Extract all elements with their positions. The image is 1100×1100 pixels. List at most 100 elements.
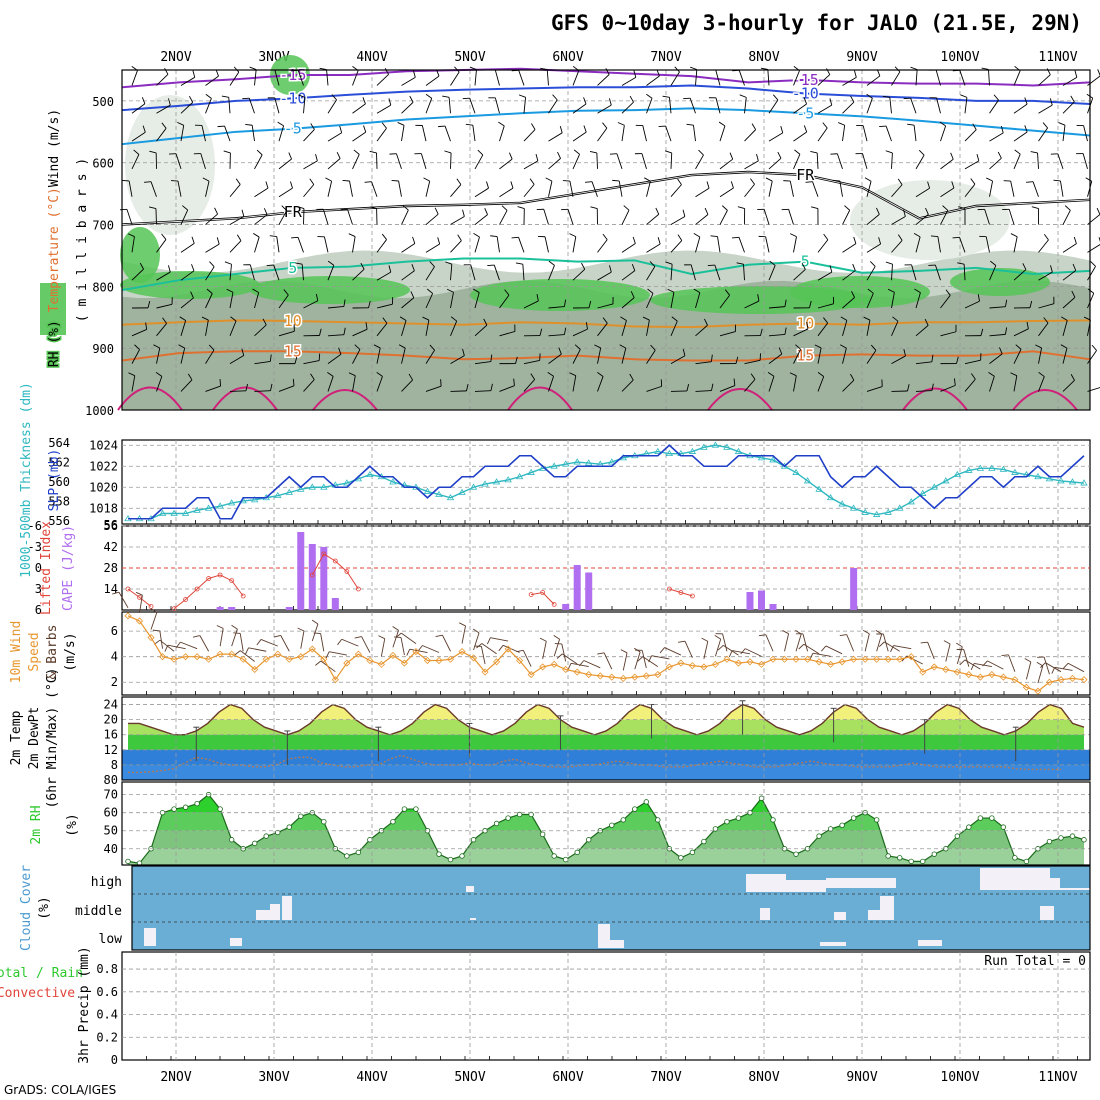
wind-barb	[738, 70, 745, 86]
wind-speed-marker	[423, 656, 432, 665]
wind-barb	[493, 264, 500, 281]
slp-ylabel: 1000-500mb Thickness (dm) SLP (mb)	[19, 382, 62, 578]
wind-barb	[376, 271, 392, 281]
wind-barb	[131, 131, 146, 142]
contour-label: -5	[284, 120, 302, 138]
wind-barb	[703, 641, 709, 660]
wind-barb-flag	[724, 289, 730, 296]
wind-barb	[915, 325, 929, 337]
wind-barb	[442, 634, 451, 652]
wind-barb-flag	[608, 98, 612, 106]
rh-marker	[655, 817, 661, 823]
wind-barb	[1087, 350, 1097, 364]
wind-barb	[260, 639, 278, 647]
wind-barb	[280, 635, 290, 652]
wind-barb	[885, 125, 892, 142]
date-label-bottom: 3NOV	[258, 1070, 289, 1085]
wind-barb	[641, 650, 647, 668]
wind-barb-flag	[348, 233, 356, 237]
li-ylabel: Lifted Index CAPE (J/kg)	[39, 521, 76, 615]
wind-speed-line	[127, 615, 1085, 692]
wind-barb-flag	[445, 261, 452, 265]
wind-barb-flag	[729, 152, 734, 160]
wind-barb-flag	[553, 635, 560, 640]
wind-barb-flag	[191, 236, 195, 244]
wind-barb	[891, 320, 899, 336]
ylabel-temperature: Temperature (°C)	[47, 187, 62, 312]
wind-barb-flag	[398, 344, 406, 349]
wind-barb-flag	[637, 656, 644, 662]
wind-barb	[915, 69, 918, 86]
cloud-cell	[760, 908, 770, 920]
wind-barb-flag	[242, 97, 250, 100]
slp-panel-frame	[121, 439, 1091, 525]
wind-speed-marker	[216, 650, 224, 658]
wind-barb	[621, 297, 635, 309]
wind-barb-flag	[1043, 317, 1049, 324]
wind-barb	[274, 69, 280, 86]
temperature-contour	[121, 84, 1091, 112]
wind-barb	[548, 132, 563, 142]
wind-barb	[768, 132, 783, 142]
wind-barb-flag	[853, 236, 857, 244]
wind-barb	[945, 643, 951, 662]
wind-barb-flag	[945, 289, 951, 296]
wind-barb-flag	[241, 348, 245, 356]
wind-barb-flag	[850, 95, 855, 103]
wind-10m-panel: 2 4 6	[111, 591, 1091, 696]
wind-barb-flag	[548, 260, 555, 266]
wind-barb-flag	[632, 236, 636, 244]
wind-barb	[1082, 153, 1088, 170]
wind-speed-marker	[688, 662, 696, 670]
wind-speed-marker	[343, 659, 351, 667]
wind-barb	[793, 269, 806, 281]
wind-barb	[572, 236, 577, 253]
wind-barb-flag	[671, 316, 678, 322]
wind-barb-flag	[631, 263, 636, 271]
wind-barb	[327, 181, 333, 197]
wind-barb	[474, 361, 491, 365]
wind-barb	[278, 294, 289, 309]
wind-speed-marker	[158, 653, 167, 661]
thickness-marker	[527, 468, 535, 475]
wind-barb-flag	[223, 150, 231, 154]
wind-barb	[205, 181, 210, 197]
wind-barb	[964, 160, 980, 170]
wind-speed-marker	[297, 653, 305, 661]
wind-barb	[891, 152, 893, 169]
temp-ylabel: 2m Temp 2m DewPt (6hr Min/Max) (°C)	[9, 668, 60, 809]
date-label-bottom: 5NOV	[454, 1070, 485, 1085]
wind-barb-flag	[629, 373, 634, 381]
y-tick-label: 12	[104, 743, 118, 757]
wind-barb	[450, 152, 452, 169]
wind-barb-flag	[343, 299, 346, 307]
wind-barb-flag	[693, 233, 701, 238]
wind-barb-flag	[721, 205, 728, 211]
thickness-marker	[308, 483, 316, 490]
wind-barb-flag	[683, 97, 691, 100]
wind-barb	[131, 375, 136, 392]
panel-frame	[131, 865, 1091, 951]
thickness-marker	[1034, 472, 1042, 480]
wind-speed-marker	[850, 655, 858, 663]
wind-speed-marker	[665, 663, 673, 671]
wind-barb-flag	[817, 372, 824, 377]
wind-barb	[788, 209, 794, 225]
y-tick-label: 800	[92, 280, 114, 294]
wind-barb	[401, 270, 415, 281]
rh-marker	[586, 837, 592, 843]
wind-barb	[597, 104, 612, 114]
wind-barb-flag	[446, 288, 454, 293]
wind-barb-flag	[1087, 288, 1095, 294]
rh-marker	[390, 818, 396, 825]
thickness-marker	[158, 509, 167, 516]
wind-barb-flag	[1074, 70, 1078, 78]
wind-barb-flag	[1070, 374, 1075, 381]
wind-barb-flag	[907, 123, 915, 126]
wind-barb	[621, 209, 630, 225]
wind-barb	[621, 347, 627, 364]
wind-barb	[768, 265, 776, 281]
wind-barb-flag	[706, 181, 710, 189]
wind-barb	[180, 641, 198, 650]
wind-barb	[1038, 322, 1049, 337]
